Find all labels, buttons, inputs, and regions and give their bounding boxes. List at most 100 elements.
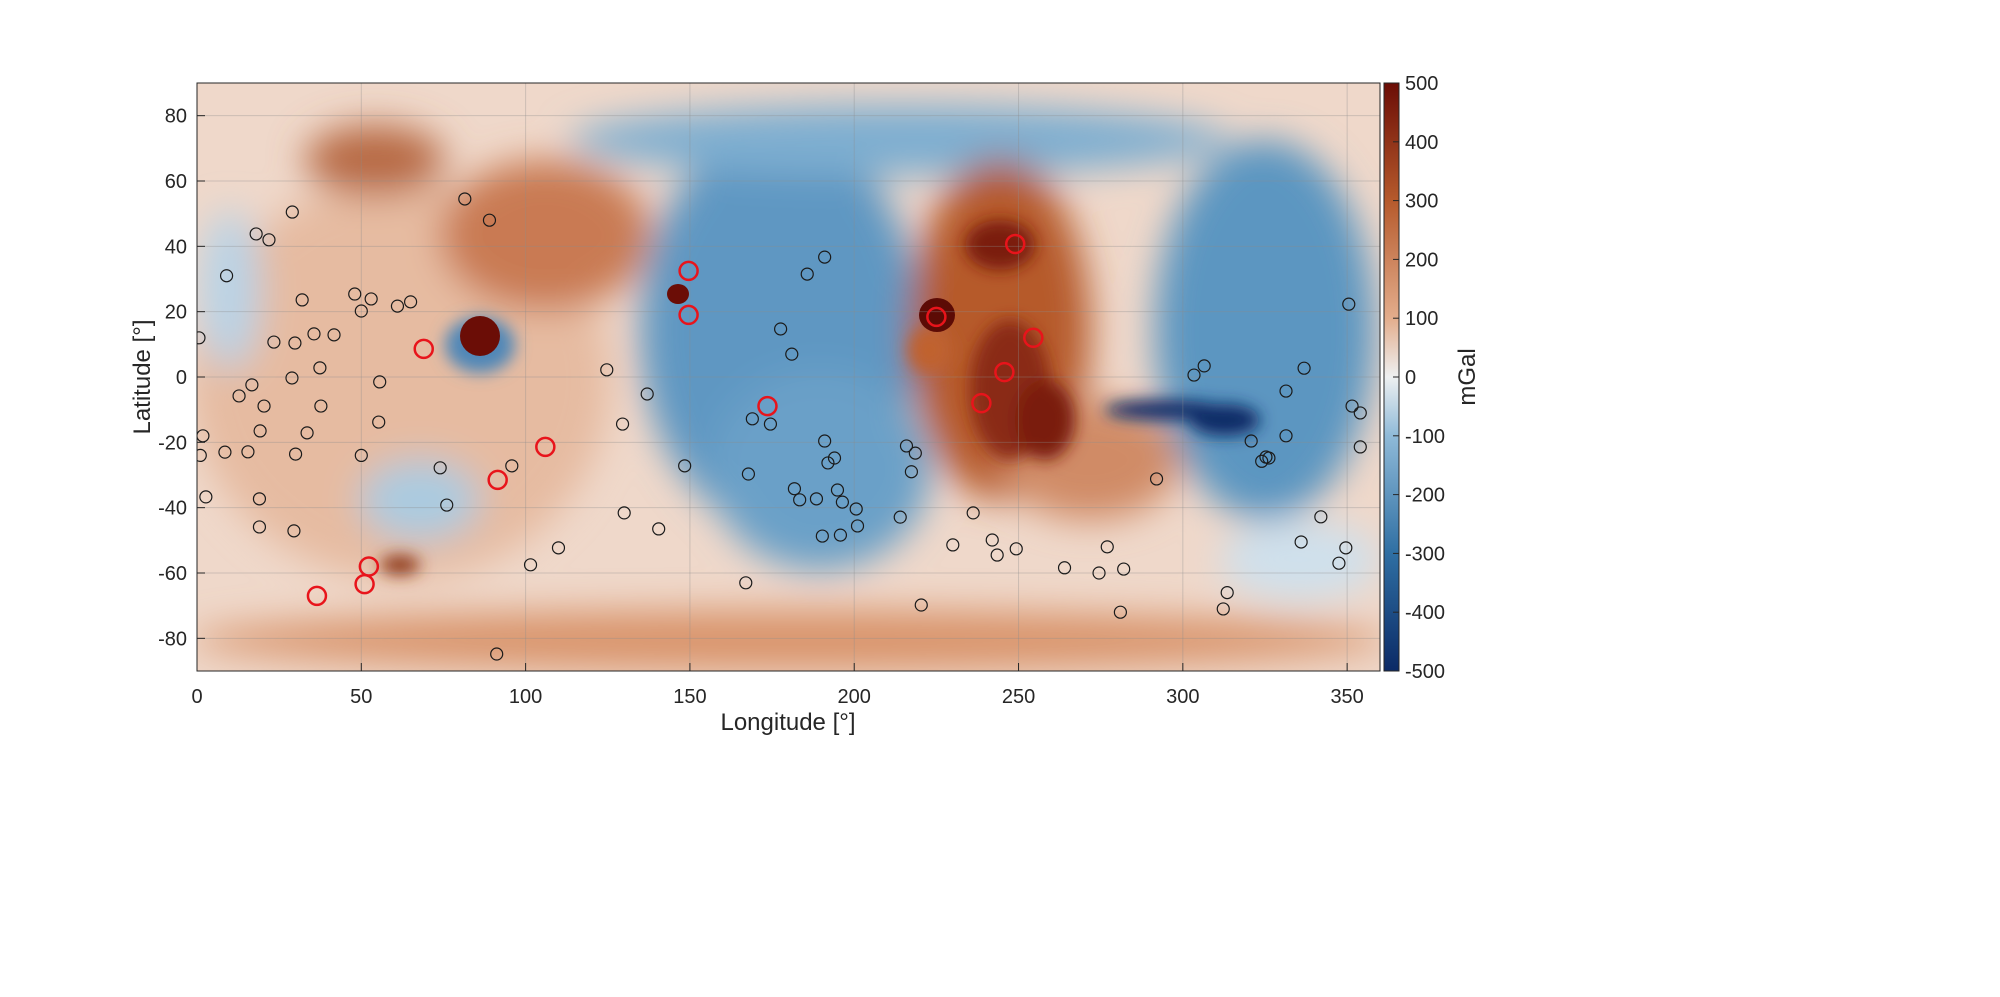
black-circle-marker <box>314 399 328 413</box>
black-circle-marker <box>354 304 368 318</box>
black-circle-marker <box>946 538 960 552</box>
black-circle-marker <box>800 267 814 281</box>
black-circle-marker <box>257 399 271 413</box>
black-circle-marker <box>199 490 213 504</box>
colorbar-tick-label: -200 <box>1405 485 1445 507</box>
y-axis-ticks: 80 60 40 20 0 -20 -40 -60 -80 <box>158 106 205 650</box>
black-circle-marker <box>821 456 835 470</box>
black-circle-marker <box>364 292 378 306</box>
black-circle-marker <box>285 371 299 385</box>
black-circle-marker <box>1220 585 1234 600</box>
black-circle-marker <box>849 502 863 516</box>
x-axis-label: Longitude [°] <box>720 709 855 736</box>
colorbar-tick-label: 100 <box>1405 308 1438 330</box>
y-tick-label: 20 <box>165 302 187 324</box>
y-tick-label: 0 <box>176 367 187 389</box>
black-circle-marker <box>458 192 472 206</box>
black-circle-marker <box>774 322 788 336</box>
black-circle-marker <box>1216 602 1230 616</box>
black-circle-marker <box>763 417 778 431</box>
black-circle-marker <box>295 293 309 307</box>
black-circle-marker <box>850 519 865 533</box>
black-circle-marker <box>904 465 919 479</box>
black-circle-marker <box>893 510 907 524</box>
red-circle-marker <box>413 338 434 360</box>
black-circle-marker <box>1279 384 1293 398</box>
red-circle-marker <box>757 395 778 417</box>
y-tick-label: 40 <box>165 236 187 258</box>
black-circle-marker <box>490 647 504 661</box>
y-tick-label: 60 <box>165 171 187 193</box>
black-circle-marker <box>433 461 447 475</box>
black-circle-marker <box>288 336 302 350</box>
black-circle-marker <box>482 213 497 227</box>
y-tick-label: 80 <box>165 106 187 128</box>
black-circle-marker <box>990 548 1004 562</box>
black-circle-marker <box>835 495 849 509</box>
x-tick-label: 300 <box>1166 686 1199 708</box>
x-tick-label: 200 <box>838 686 871 708</box>
black-circle-marker <box>1244 434 1258 448</box>
black-circle-marker <box>348 287 362 301</box>
black-circle-marker <box>267 335 281 349</box>
black-circle-marker <box>523 558 538 572</box>
black-circle-marker <box>818 434 832 448</box>
grid-lines <box>197 83 1380 671</box>
black-circle-marker <box>197 448 207 462</box>
black-circle-marker <box>249 227 263 241</box>
red-circle-marker <box>1004 233 1026 255</box>
black-circle-marker <box>1353 440 1367 454</box>
black-circle-marker <box>354 448 368 462</box>
x-tick-label: 350 <box>1330 686 1363 708</box>
black-circle-marker <box>1345 399 1359 413</box>
black-circle-marker <box>372 415 386 429</box>
black-circle-marker <box>787 482 802 496</box>
black-circle-marker <box>1149 472 1164 486</box>
y-tick-label: -20 <box>158 432 187 454</box>
black-circle-marker <box>327 328 341 342</box>
x-tick-label: 100 <box>509 686 542 708</box>
colorbar-tick-label: 500 <box>1405 73 1438 95</box>
black-circle-marker <box>830 483 845 497</box>
colorbar: 500 400 300 200 100 0 -100 -200 -300 -400 -500 mGa… <box>1383 73 1481 683</box>
red-circle-marker <box>354 573 375 595</box>
black-circle-marker <box>390 299 405 313</box>
black-circle-marker <box>245 378 259 392</box>
x-tick-label: 250 <box>1002 686 1035 708</box>
black-circle-marker <box>505 459 519 473</box>
x-tick-label: 0 <box>191 686 202 708</box>
black-circle-marker <box>1279 429 1293 443</box>
black-circle-marker <box>197 429 210 443</box>
black-circle-marker <box>1092 566 1106 580</box>
black-circle-marker <box>307 327 321 341</box>
colorbar-tick-label: -400 <box>1405 602 1445 624</box>
black-circle-marker <box>219 269 234 283</box>
black-circle-marker <box>1197 359 1211 373</box>
black-circle-marker <box>908 446 922 460</box>
black-circle-marker <box>287 524 301 538</box>
black-circle-marker <box>914 598 928 612</box>
colorbar-tick-label: 0 <box>1405 367 1416 389</box>
red-circle-marker <box>678 304 699 326</box>
red-circle-marker <box>487 469 508 491</box>
black-circle-marker <box>1187 368 1201 382</box>
black-circle-marker <box>652 522 666 536</box>
black-circle-marker <box>1294 535 1308 549</box>
colorbar-tick-label: 300 <box>1405 191 1438 213</box>
black-circle-marker <box>1057 561 1072 575</box>
black-circle-marker <box>678 459 692 473</box>
y-tick-label: -80 <box>158 628 187 650</box>
black-circle-marker <box>966 506 980 520</box>
red-circle-marker <box>306 585 328 607</box>
black-circle-marker <box>300 426 314 440</box>
colorbar-tick-label: -300 <box>1405 543 1445 565</box>
black-circle-marker <box>833 528 848 542</box>
black-circle-marker <box>197 331 206 345</box>
black-circle-marker <box>741 467 756 481</box>
crater-markers <box>197 192 1367 661</box>
black-circle-marker <box>232 389 246 403</box>
black-circle-marker <box>793 493 807 507</box>
colorbar-tick-label: -100 <box>1405 426 1445 448</box>
black-circle-marker <box>600 363 614 377</box>
